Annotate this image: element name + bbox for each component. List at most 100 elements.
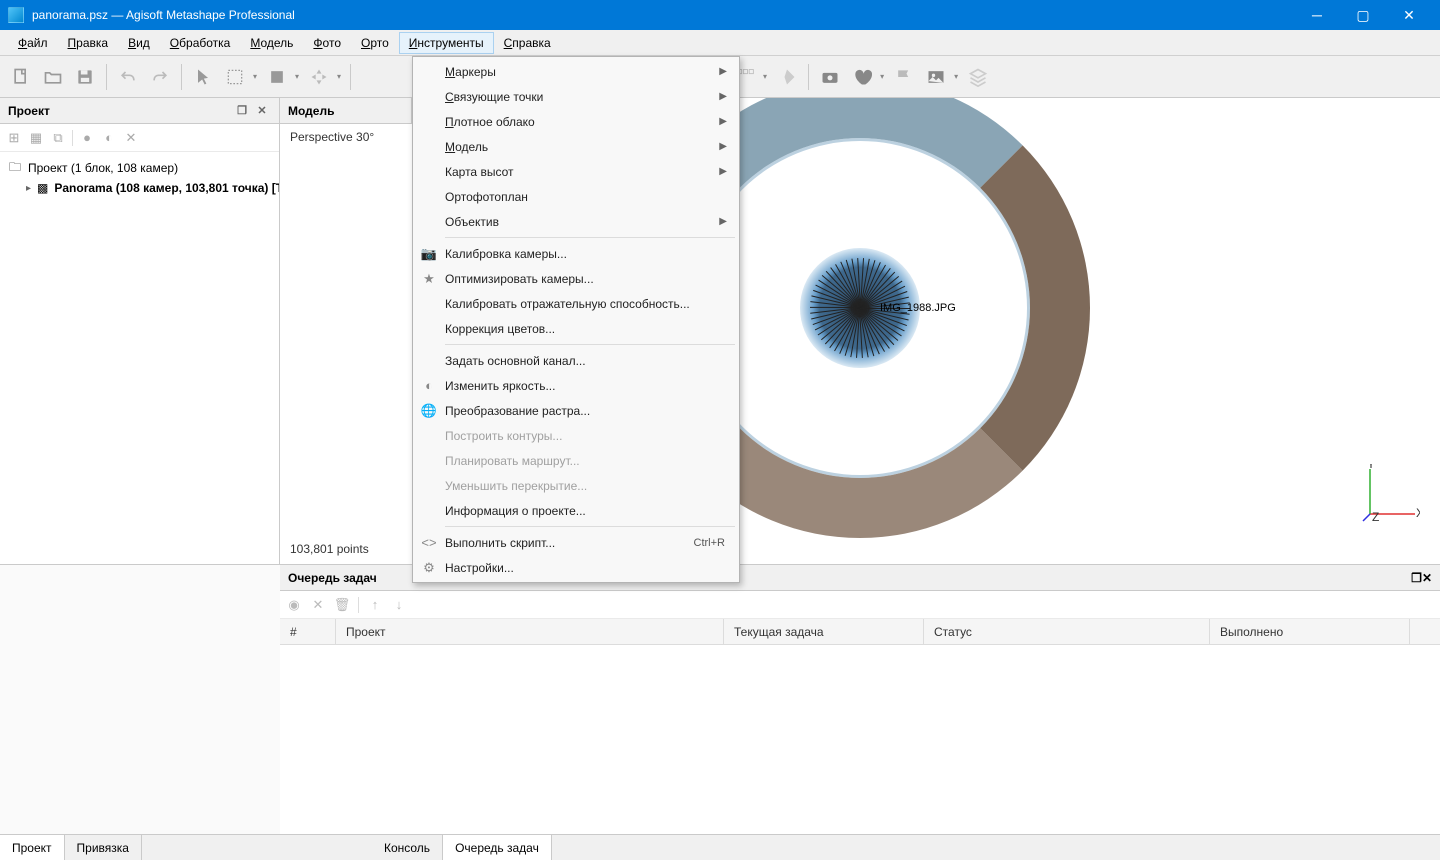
menu-item[interactable]: Карта высот▶ bbox=[415, 159, 737, 184]
menu-фото[interactable]: Фото bbox=[303, 32, 351, 54]
heart-icon[interactable] bbox=[847, 62, 877, 92]
job-panel-title: Очередь задач bbox=[288, 571, 377, 585]
redo-icon[interactable] bbox=[145, 62, 175, 92]
job-stop-icon[interactable]: ✕ bbox=[310, 597, 326, 613]
diamond-icon[interactable] bbox=[772, 62, 802, 92]
code-icon: <> bbox=[421, 535, 437, 551]
workspace-icon: 🗀 bbox=[8, 161, 22, 175]
menu-item[interactable]: Связующие точки▶ bbox=[415, 84, 737, 109]
project-panel-header: Проект ❐ ✕ bbox=[0, 98, 279, 124]
left-bottom-spacer bbox=[0, 564, 280, 834]
svg-text:Z: Z bbox=[1372, 510, 1379, 524]
tree-grid-icon[interactable]: ▦ bbox=[28, 130, 44, 146]
menu-обработка[interactable]: Обработка bbox=[160, 32, 241, 54]
menu-item[interactable]: Информация о проекте... bbox=[415, 498, 737, 523]
menu-item-label: Маркеры bbox=[445, 65, 496, 79]
gear-icon: ⚙ bbox=[421, 560, 437, 576]
job-play-icon[interactable]: ◉ bbox=[286, 597, 302, 613]
status-tab-Проект[interactable]: Проект bbox=[0, 835, 65, 860]
menu-item[interactable]: Задать основной канал... bbox=[415, 348, 737, 373]
menu-item[interactable]: ★Оптимизировать камеры... bbox=[415, 266, 737, 291]
menu-item-label: Карта высот bbox=[445, 165, 513, 179]
job-col-project[interactable]: Проект bbox=[336, 619, 724, 644]
menu-item-label: Планировать маршрут... bbox=[445, 454, 580, 468]
open-icon[interactable] bbox=[38, 62, 68, 92]
status-tab-Консоль[interactable]: Консоль bbox=[372, 835, 443, 860]
menu-item[interactable]: 🌐Преобразование растра... bbox=[415, 398, 737, 423]
menu-правка[interactable]: Правка bbox=[58, 32, 119, 54]
menu-инструменты[interactable]: Инструменты bbox=[399, 32, 494, 54]
job-close-icon[interactable]: ✕ bbox=[1422, 571, 1432, 585]
menu-item-label: Информация о проекте... bbox=[445, 504, 586, 518]
tree-dot1-icon[interactable]: ● bbox=[79, 130, 95, 146]
menu-item[interactable]: ⚙ Настройки... bbox=[415, 555, 737, 580]
minimize-button[interactable]: ─ bbox=[1294, 0, 1340, 30]
maximize-button[interactable]: ▢ bbox=[1340, 0, 1386, 30]
status-tab-Очередь задач[interactable]: Очередь задач bbox=[443, 835, 552, 860]
chevron-right-icon[interactable]: ▸ bbox=[26, 183, 31, 194]
job-undock-icon[interactable]: ❐ bbox=[1411, 571, 1422, 585]
job-toolbar: ◉ ✕ 🗑 ↑ ↓ bbox=[280, 591, 1440, 619]
menu-item[interactable]: Плотное облако▶ bbox=[415, 109, 737, 134]
transform-icon[interactable] bbox=[304, 62, 334, 92]
tree-expand-icon[interactable]: ⊞ bbox=[6, 130, 22, 146]
job-col-done[interactable]: Выполнено bbox=[1210, 619, 1410, 644]
job-col-status[interactable]: Статус bbox=[924, 619, 1210, 644]
menu-item-label: Коррекция цветов... bbox=[445, 322, 555, 336]
menu-модель[interactable]: Модель bbox=[240, 32, 303, 54]
select-rect-icon[interactable] bbox=[220, 62, 250, 92]
menu-item[interactable]: Ортофотоплан bbox=[415, 184, 737, 209]
layers-icon[interactable] bbox=[963, 62, 993, 92]
model-panel-header: Модель bbox=[280, 98, 412, 124]
menu-орто[interactable]: Орто bbox=[351, 32, 399, 54]
menu-файл[interactable]: Файл bbox=[8, 32, 58, 54]
chunk-icon: ▩ bbox=[37, 181, 48, 195]
svg-text:Y: Y bbox=[1367, 464, 1375, 471]
tree-del-icon[interactable]: ✕ bbox=[123, 130, 139, 146]
menu-item-label: Плотное облако bbox=[445, 115, 535, 129]
camera-icon[interactable] bbox=[815, 62, 845, 92]
job-queue-panel: Очередь задач ❐ ✕ ◉ ✕ 🗑 ↑ ↓ #ПроектТекущ… bbox=[280, 564, 1440, 834]
close-button[interactable]: ✕ bbox=[1386, 0, 1432, 30]
save-icon[interactable] bbox=[70, 62, 100, 92]
job-columns-header: #ПроектТекущая задачаСтатусВыполнено bbox=[280, 619, 1440, 645]
menu-item[interactable]: ◐Изменить яркость... bbox=[415, 373, 737, 398]
photo-icon[interactable] bbox=[921, 62, 951, 92]
tree-root[interactable]: 🗀 Проект (1 блок, 108 камер) bbox=[4, 158, 275, 178]
job-trash-icon[interactable]: 🗑 bbox=[334, 597, 350, 613]
tree-root-label: Проект (1 блок, 108 камер) bbox=[28, 161, 178, 175]
panel-undock-icon[interactable]: ❐ bbox=[233, 102, 251, 120]
menu-item-label: Выполнить скрипт... bbox=[445, 536, 555, 550]
flag-icon[interactable] bbox=[889, 62, 919, 92]
menu-item[interactable]: Модель▶ bbox=[415, 134, 737, 159]
axes-gizmo: X Y Z bbox=[1360, 464, 1420, 524]
panel-close-icon[interactable]: ✕ bbox=[253, 102, 271, 120]
region-icon[interactable] bbox=[262, 62, 292, 92]
menu-item[interactable]: Коррекция цветов... bbox=[415, 316, 737, 341]
menu-item: Построить контуры... bbox=[415, 423, 737, 448]
cursor-icon[interactable] bbox=[188, 62, 218, 92]
menu-item[interactable]: Маркеры▶ bbox=[415, 59, 737, 84]
menu-item[interactable]: Калибровать отражательную способность... bbox=[415, 291, 737, 316]
job-up-icon[interactable]: ↑ bbox=[367, 597, 383, 613]
job-down-icon[interactable]: ↓ bbox=[391, 597, 407, 613]
menu-item-label: Изменить яркость... bbox=[445, 379, 555, 393]
menu-item[interactable]: <>Выполнить скрипт...Ctrl+R bbox=[415, 530, 737, 555]
menu-справка[interactable]: Справка bbox=[494, 32, 561, 54]
tree-chunk[interactable]: ▸ ▩ Panorama (108 камер, 103,801 точка) … bbox=[4, 178, 275, 198]
menu-item-label: Калибровать отражательную способность... bbox=[445, 297, 690, 311]
points-count-label: 103,801 points bbox=[290, 542, 369, 556]
menu-item[interactable]: 📷 Калибровка камеры... bbox=[415, 241, 737, 266]
job-col-num[interactable]: # bbox=[280, 619, 336, 644]
tree-dot2-icon[interactable]: ◐ bbox=[101, 130, 117, 146]
menu-item[interactable]: Объектив▶ bbox=[415, 209, 737, 234]
undo-icon[interactable] bbox=[113, 62, 143, 92]
status-tab-Привязка[interactable]: Привязка bbox=[65, 835, 142, 860]
job-col-task[interactable]: Текущая задача bbox=[724, 619, 924, 644]
menu-вид[interactable]: Вид bbox=[118, 32, 160, 54]
tree-link-icon[interactable]: ⧉ bbox=[50, 130, 66, 146]
menu-item-label: Калибровка камеры... bbox=[445, 247, 567, 261]
new-icon[interactable] bbox=[6, 62, 36, 92]
camera-icon: 📷 bbox=[421, 246, 437, 262]
menu-item-label: Настройки... bbox=[445, 561, 514, 575]
